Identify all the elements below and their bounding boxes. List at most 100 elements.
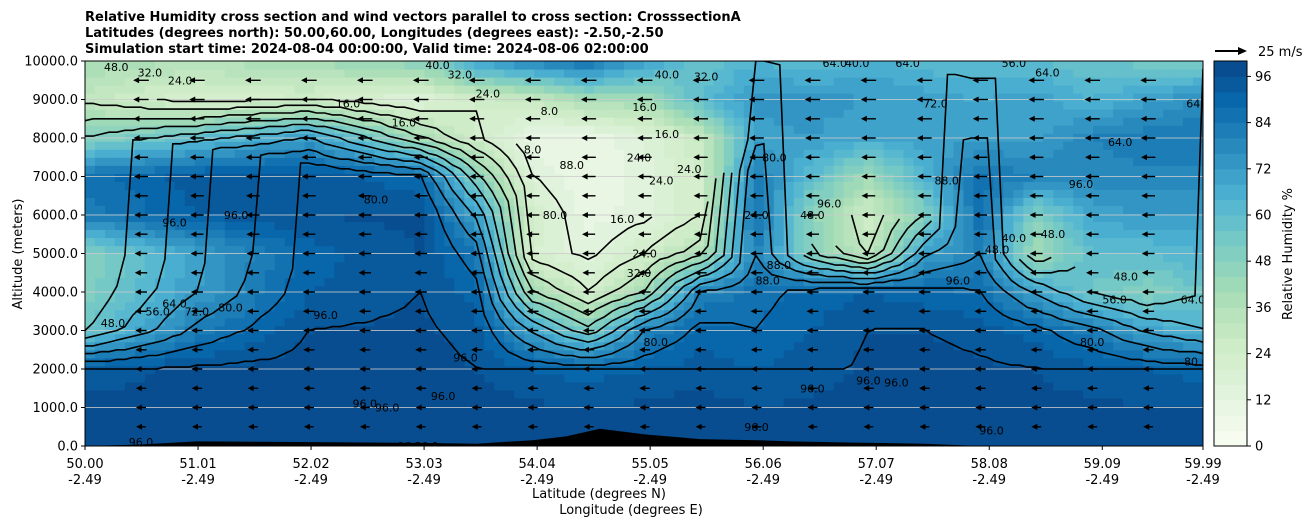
humidity-cell	[634, 397, 645, 407]
humidity-cell	[1063, 93, 1074, 102]
humidity-cell	[1033, 197, 1044, 206]
humidity-cell	[134, 141, 146, 150]
humidity-cell	[174, 317, 186, 327]
humidity-cell	[733, 149, 745, 158]
humidity-cell	[843, 93, 855, 102]
humidity-cell	[244, 237, 256, 247]
humidity-cell	[953, 285, 965, 295]
humidity-cell	[584, 221, 595, 231]
humidity-cell	[1033, 373, 1044, 383]
humidity-cell	[294, 405, 306, 415]
humidity-cell	[673, 85, 685, 94]
humidity-cell	[544, 117, 555, 126]
humidity-cell	[843, 373, 855, 383]
humidity-cell	[404, 269, 416, 279]
humidity-cell	[464, 389, 475, 399]
humidity-cell	[394, 149, 406, 158]
humidity-cell	[434, 173, 445, 182]
humidity-cell	[803, 365, 815, 375]
humidity-cell	[434, 85, 445, 94]
humidity-cell	[883, 157, 895, 166]
humidity-cell	[584, 349, 595, 359]
humidity-cell	[314, 125, 326, 134]
humidity-cell	[773, 381, 785, 391]
humidity-cell	[1013, 245, 1024, 255]
humidity-cell	[484, 61, 495, 70]
humidity-cell	[114, 197, 126, 206]
humidity-cell	[374, 141, 386, 150]
humidity-cell	[833, 317, 845, 327]
humidity-cell	[883, 61, 895, 70]
humidity-cell	[863, 317, 875, 327]
humidity-cell	[773, 189, 785, 198]
humidity-cell	[863, 437, 875, 446]
humidity-cell	[204, 221, 216, 231]
humidity-cell	[434, 149, 445, 158]
humidity-cell	[1013, 117, 1024, 126]
humidity-cell	[364, 405, 376, 415]
humidity-cell	[424, 349, 435, 359]
humidity-cell	[693, 85, 705, 94]
humidity-cell	[534, 285, 545, 295]
humidity-cell	[564, 85, 575, 94]
humidity-cell	[953, 117, 965, 126]
humidity-cell	[863, 309, 875, 319]
humidity-cell	[1053, 125, 1064, 134]
humidity-cell	[1033, 357, 1044, 367]
humidity-cell	[1053, 181, 1064, 190]
humidity-cell	[1003, 381, 1014, 391]
humidity-cell	[723, 301, 735, 311]
humidity-cell	[404, 421, 416, 431]
humidity-cell	[753, 429, 765, 439]
humidity-cell	[94, 157, 106, 166]
humidity-cell	[1063, 373, 1074, 383]
humidity-cell	[194, 157, 206, 166]
humidity-cell	[993, 181, 1004, 190]
humidity-cell	[464, 213, 475, 223]
humidity-cell	[184, 397, 196, 407]
humidity-cell	[773, 317, 785, 327]
humidity-cell	[414, 333, 425, 343]
humidity-cell	[384, 117, 396, 126]
humidity-cell	[923, 117, 935, 126]
humidity-cell	[104, 429, 116, 439]
humidity-cell	[773, 341, 785, 351]
humidity-cell	[1073, 437, 1084, 446]
humidity-cell	[903, 317, 915, 327]
humidity-cell	[923, 285, 935, 295]
humidity-cell	[673, 165, 685, 174]
humidity-cell	[144, 69, 156, 78]
humidity-cell	[703, 85, 715, 94]
humidity-cell	[663, 205, 675, 214]
humidity-cell	[893, 437, 905, 446]
humidity-cell	[264, 197, 276, 206]
humidity-cell	[993, 109, 1004, 118]
humidity-cell	[174, 213, 186, 223]
humidity-cell	[893, 245, 905, 255]
humidity-cell	[783, 373, 795, 383]
humidity-cell	[514, 117, 525, 126]
humidity-cell	[324, 157, 336, 166]
humidity-cell	[1013, 213, 1024, 223]
humidity-cell	[184, 349, 196, 359]
humidity-cell	[793, 397, 805, 407]
humidity-cell	[853, 301, 865, 311]
humidity-cell	[124, 349, 136, 359]
humidity-cell	[464, 189, 475, 198]
humidity-cell	[184, 77, 196, 86]
humidity-cell	[1063, 141, 1074, 150]
humidity-cell	[604, 277, 615, 287]
humidity-cell	[783, 277, 795, 287]
humidity-cell	[264, 133, 276, 142]
humidity-cell	[144, 413, 156, 423]
humidity-cell	[284, 261, 296, 271]
humidity-cell	[1093, 189, 1104, 198]
humidity-cell	[1103, 357, 1114, 367]
humidity-cell	[723, 77, 735, 86]
humidity-cell	[1033, 77, 1044, 86]
humidity-cell	[903, 213, 915, 223]
humidity-cell	[234, 325, 246, 335]
humidity-cell	[184, 213, 196, 223]
humidity-cell	[384, 413, 396, 423]
humidity-cell	[1093, 197, 1104, 206]
